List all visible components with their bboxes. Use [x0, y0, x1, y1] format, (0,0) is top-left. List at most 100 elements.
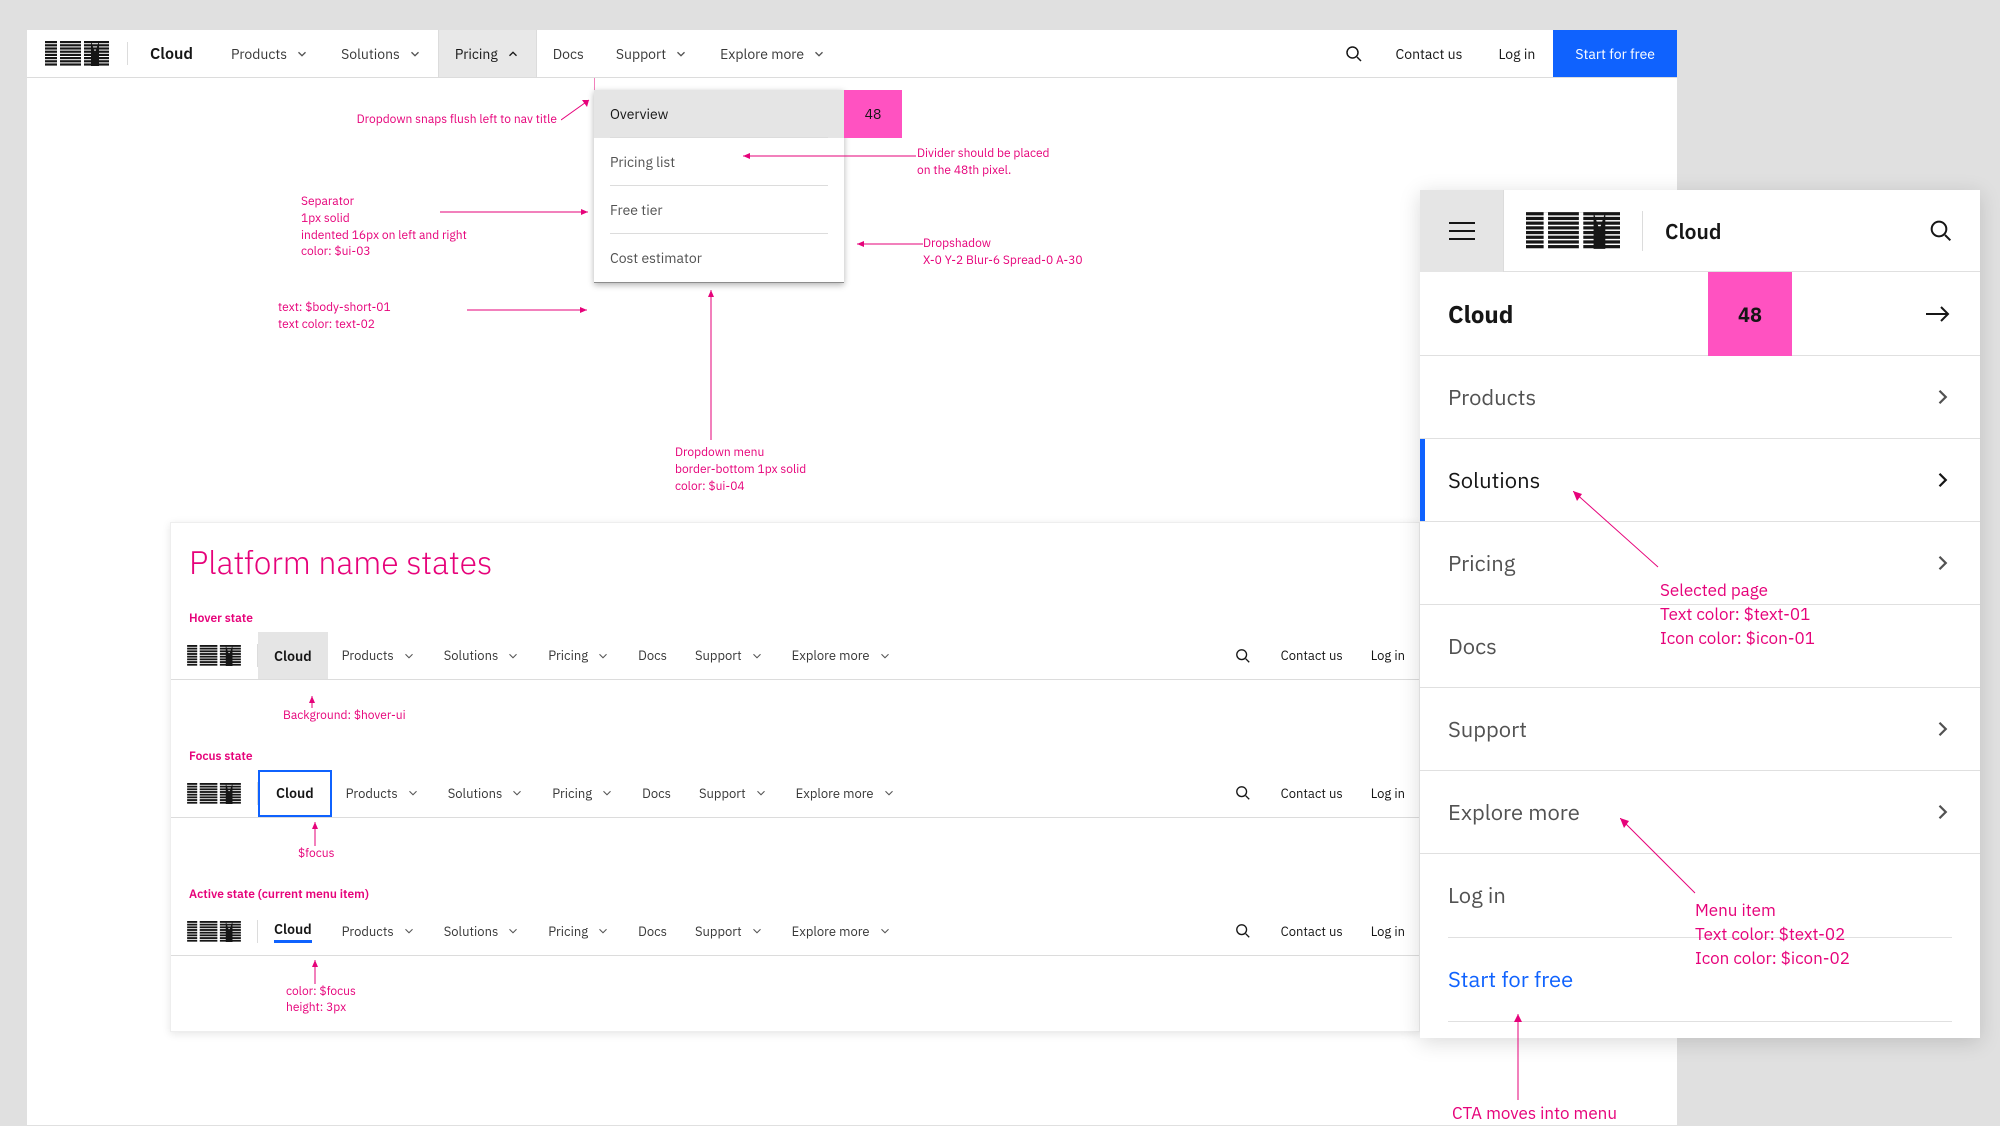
chevron-right-icon [1932, 470, 1952, 490]
spec-focus-note: $focus [298, 846, 1419, 863]
nav-item[interactable]: Explore more [778, 632, 906, 679]
search-button[interactable] [1219, 632, 1267, 679]
ibm-logo-mobile[interactable] [1504, 212, 1642, 249]
mobile-platform[interactable]: Cloud [1643, 217, 1743, 245]
dropdown-cost-estimator[interactable]: Cost estimator [594, 234, 844, 282]
hamburger-button[interactable] [1420, 190, 1504, 272]
mobile-subheader[interactable]: Cloud 48 [1420, 272, 1980, 356]
chevron-down-icon [882, 786, 896, 800]
mobile-search[interactable] [1902, 219, 1980, 243]
chevron-down-icon [750, 924, 764, 938]
search-button[interactable] [1219, 908, 1267, 955]
nav-item[interactable]: Explore more [778, 908, 906, 955]
chevron-down-icon [750, 649, 764, 663]
nav-item[interactable]: Pricing [534, 632, 624, 679]
chevron-down-icon [506, 649, 520, 663]
nav-item[interactable]: Docs [628, 770, 685, 817]
ibm-logo-mini[interactable] [171, 770, 257, 817]
active-state-label: Active state (current menu item) [171, 881, 1419, 908]
chevron-down-icon [754, 786, 768, 800]
chevron-down-icon [295, 47, 309, 61]
contact-link[interactable]: Contact us [1267, 632, 1357, 679]
nav-item[interactable]: Products [328, 908, 430, 955]
nav-item[interactable]: Pricing [534, 908, 624, 955]
spec-dropdown-menu: Dropdown menu border-bottom 1px solid co… [675, 445, 806, 495]
nav-item[interactable]: Support [681, 632, 778, 679]
login-link[interactable]: Log in [1357, 632, 1419, 679]
mini-header-active: Cloud Products Solutions Pricing Docs Su… [171, 908, 1419, 956]
dropdown-pricing-list[interactable]: Pricing list [594, 138, 844, 186]
mobile-row-label: Support [1448, 715, 1527, 744]
nav-explore[interactable]: Explore more [704, 30, 842, 77]
nav-item[interactable]: Support [681, 908, 778, 955]
chevron-down-icon [878, 924, 892, 938]
login-link[interactable]: Log in [1480, 30, 1553, 77]
platform-hover[interactable]: Cloud [258, 632, 328, 679]
platform-focus[interactable]: Cloud [258, 770, 332, 817]
nav-label: Support [616, 45, 666, 63]
nav-support[interactable]: Support [600, 30, 704, 77]
arrow-right-icon [1924, 300, 1952, 328]
mobile-row-label: Start for free [1448, 965, 1573, 994]
nav-item[interactable]: Solutions [430, 632, 535, 679]
spec-mobile-menu-item: Menu item Text color: $text-02 Icon colo… [1695, 899, 1850, 970]
chevron-down-icon [674, 47, 688, 61]
login-link[interactable]: Log in [1357, 770, 1419, 817]
mobile-row-label: Log in [1448, 881, 1506, 910]
mobile-row-products[interactable]: Products [1420, 356, 1980, 439]
spec-hover-note: Background: $hover-ui [283, 708, 1419, 725]
ibm-logo-mini[interactable] [171, 908, 257, 955]
chevron-down-icon [878, 649, 892, 663]
cta-button[interactable]: Start for free [1553, 30, 1677, 77]
chevron-right-icon [1932, 553, 1952, 573]
dropdown-overview[interactable]: Overview [594, 90, 844, 138]
search-button[interactable] [1330, 30, 1378, 77]
chevron-down-icon [408, 47, 422, 61]
mobile-row-solutions[interactable]: Solutions [1420, 439, 1980, 522]
states-title: Platform name states [171, 541, 1419, 605]
chevron-down-icon [596, 649, 610, 663]
nav-item[interactable]: Products [328, 632, 430, 679]
dropdown-free-tier[interactable]: Free tier [594, 186, 844, 234]
nav-item[interactable]: Docs [624, 632, 681, 679]
contact-link[interactable]: Contact us [1267, 908, 1357, 955]
ibm-logo-mini[interactable] [171, 632, 257, 679]
nav-products[interactable]: Products [215, 30, 325, 77]
mobile-48-badge: 48 [1708, 272, 1792, 356]
chevron-up-icon [506, 47, 520, 61]
contact-link[interactable]: Contact us [1378, 30, 1481, 77]
pricing-dropdown: Overview Pricing list Free tier Cost est… [594, 90, 844, 283]
mobile-row-label: Explore more [1448, 798, 1580, 827]
nav-solutions[interactable]: Solutions [325, 30, 438, 77]
search-icon [1345, 45, 1363, 63]
nav-item[interactable]: Support [685, 770, 782, 817]
nav-item[interactable]: Explore more [782, 770, 910, 817]
nav-item[interactable]: Pricing [538, 770, 628, 817]
spec-snap-flush: Dropdown snaps flush left to nav title [307, 112, 557, 129]
chevron-down-icon [510, 786, 524, 800]
nav-item[interactable]: Products [332, 770, 434, 817]
login-link[interactable]: Log in [1357, 908, 1419, 955]
platform-name[interactable]: Cloud [128, 30, 215, 77]
nav-pricing[interactable]: Pricing [438, 30, 537, 77]
chevron-down-icon [600, 786, 614, 800]
nav-item[interactable]: Solutions [434, 770, 539, 817]
nav-label: Docs [553, 45, 584, 63]
nav-item[interactable]: Solutions [430, 908, 535, 955]
mobile-row-support[interactable]: Support [1420, 688, 1980, 771]
mobile-header: Cloud [1420, 190, 1980, 272]
nav-item[interactable]: Docs [624, 908, 681, 955]
mobile-row-label: Solutions [1448, 466, 1540, 495]
ibm-logo[interactable] [27, 30, 127, 77]
spec-mobile-cta: CTA moves into menu [1452, 1102, 1617, 1126]
spec-text: text: $body-short-01 text color: text-02 [278, 300, 391, 334]
platform-active[interactable]: Cloud [258, 908, 328, 955]
search-button[interactable] [1219, 770, 1267, 817]
chevron-down-icon [406, 786, 420, 800]
contact-link[interactable]: Contact us [1267, 770, 1357, 817]
main-header: Cloud Products Solutions Pricing Docs Su… [27, 30, 1677, 78]
chevron-right-icon [1932, 719, 1952, 739]
dropdown-48-badge: 48 [844, 90, 902, 138]
nav-docs[interactable]: Docs [537, 30, 600, 77]
states-panel: Platform name states Hover state Cloud P… [170, 522, 1420, 1032]
